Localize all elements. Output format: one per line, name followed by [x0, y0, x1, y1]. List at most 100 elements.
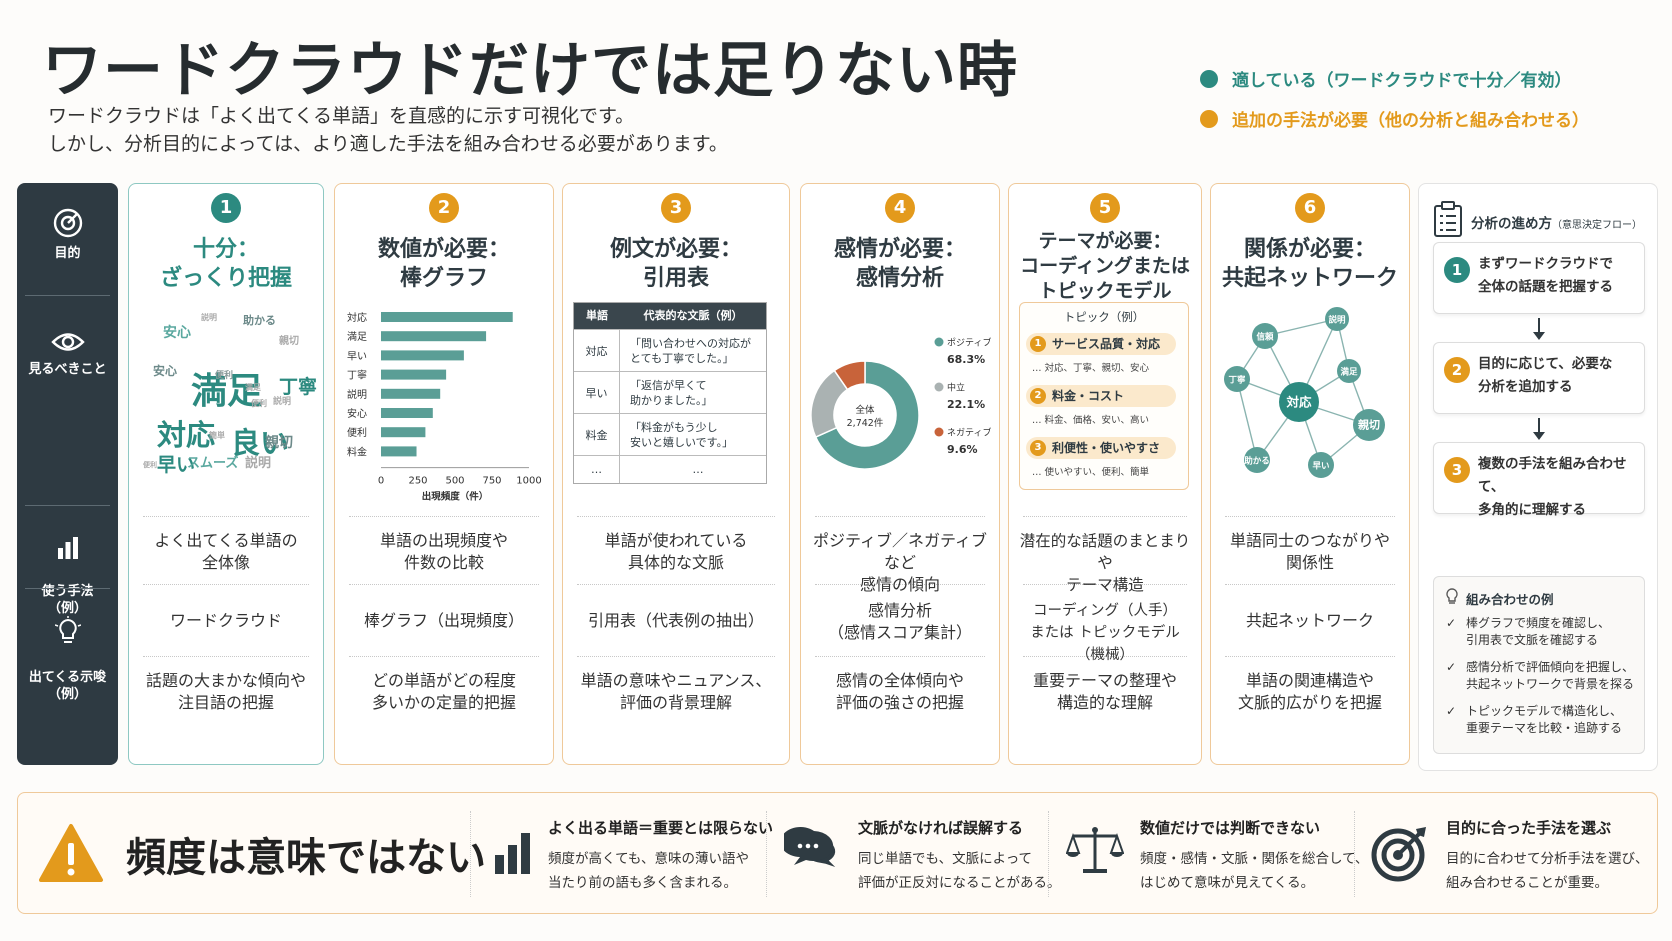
card-bar-chart: 2 数値が必要： 棒グラフ 対応 満足 早い 丁寧 説明 安心 便利 料金 0 250 500 750 10… — [334, 183, 554, 765]
flow-step-3: 3 複数の手法を組み合わせて、 多角的に理解する — [1433, 442, 1645, 518]
bar-chart-icon — [57, 537, 78, 559]
bar-x-tick: 750 — [482, 476, 501, 487]
pie-legend-dot — [934, 382, 944, 392]
decision-flow-panel: 分析の進め方（意思決定フロー） 1 まずワードクラウドで 全体の話題を把握する 2 目… — [1418, 183, 1658, 771]
network-node — [1224, 366, 1250, 392]
combo-item: ✓ 感情分析で評価傾向を把握し、 共起ネットワークで背景を探る — [1446, 660, 1635, 691]
network-node — [1244, 447, 1270, 473]
card-method-text: 感情分析 （感情スコア集計） — [827, 601, 972, 642]
network-node — [1353, 409, 1385, 441]
card-number-badge: 3 — [661, 193, 691, 223]
bar-category-label: 対応 — [347, 311, 367, 324]
network-node-label: 助かる — [1244, 456, 1270, 467]
bar-x-tick: 0 — [378, 476, 384, 487]
card-number-badge: 6 — [1295, 193, 1325, 223]
card-visual: 単語 代表的な文脈（例） 対応 「問い合わせへの対応が とても丁寧でした。」 早い 「返信… — [573, 302, 779, 532]
bar-category-label: 満足 — [347, 331, 367, 343]
card-look-text: 単語の出現頻度や 件数の比較 — [379, 531, 508, 572]
combination-examples: 組み合わせの例 ✓ 棒グラフで頻度を確認し、 引用表で文脈を確認する ✓ 感情分析で評… — [1433, 576, 1645, 754]
card-look-text: ポジティブ／ネガティブなど 感情の傾向 — [812, 531, 988, 594]
eye-icon — [50, 333, 85, 351]
network-node-label: 説明 — [1328, 315, 1346, 326]
table-cell-word: 料金 — [574, 414, 620, 455]
pie-legend-name: 中立 — [947, 382, 965, 394]
flow-title: 分析の進め方（意思決定フロー） — [1471, 216, 1642, 232]
quote-table: 単語 代表的な文脈（例） 対応 「問い合わせへの対応が とても丁寧でした。」 早い 「返信… — [573, 302, 767, 484]
topic-words: … 料金、価格、安い、高い — [1032, 415, 1150, 426]
wordcloud-word: 簡単 — [209, 431, 225, 440]
target-icon — [53, 208, 82, 238]
topic-pill: 3 利便性・使いやすさ — [1026, 437, 1176, 459]
table-header: 単語 — [586, 309, 608, 322]
card-number-badge: 4 — [885, 193, 915, 223]
legend-additional: 追加の手法が必要（他の分析と組み合わせる） — [1200, 106, 1589, 131]
card-insight-text: 重要テーマの整理や 構造的な理解 — [1032, 671, 1177, 712]
bar-2 — [381, 350, 464, 361]
card-visual: 対応 満足 早い 丁寧 説明 安心 便利 料金 0 250 500 750 1000 出現頻度（件） — [345, 302, 543, 532]
card-insight-text: 話題の大まかな傾向や 注目語の把握 — [145, 671, 306, 712]
bar-x-tick: 500 — [445, 476, 464, 487]
bar-6 — [381, 427, 426, 438]
pie-slice-0 — [814, 360, 920, 470]
card-visual: トピック（例） 1 サービス品質・対応 … 対応、丁寧、親切、安心 2 料金・コスト … 料… — [1019, 302, 1191, 532]
network-center-label: 対応 — [1285, 395, 1312, 410]
legend-suitable: 適している（ワードクラウドで十分／有効） — [1200, 66, 1572, 91]
sidebar-purpose: 目的 — [17, 207, 118, 262]
bar-category-label: 安心 — [347, 407, 367, 420]
card-method-text: コーディング（人手） または トピックモデル（機械） — [1030, 603, 1180, 663]
flow-step-1: 1 まずワードクラウドで 全体の話題を把握する — [1433, 242, 1645, 314]
table-cell-context: 「料金がもう少し 安いと嬉しいです。」 — [630, 420, 734, 449]
wordcloud-word: 早い — [157, 454, 196, 476]
pie-legend-dot — [934, 337, 944, 347]
topic-pill: 2 料金・コスト — [1026, 385, 1176, 407]
table-cell-context: … — [692, 463, 704, 476]
sentiment-donut: 全体2,742件 ポジティブ 68.3% 中立 22.1% ネガティブ 9.6% — [810, 337, 991, 470]
sidebar-what-to-look: 見るべきこと — [17, 329, 118, 378]
wordcloud-word: 親切 — [279, 336, 299, 347]
card-cooccurrence: 6 関係が必要： 共起ネットワーク 信頼 説明 満足 助かる 早い 親切 丁寧 対応 単語同士のつな… — [1210, 183, 1410, 765]
card-number-badge: 5 — [1090, 193, 1120, 223]
wordcloud-word: 丁寧 — [279, 376, 318, 398]
card-method-text: 棒グラフ（出現頻度） — [363, 611, 524, 630]
bar-x-label: 出現頻度（件） — [422, 491, 489, 503]
wordcloud-word: 満足 — [245, 383, 261, 392]
bar-x-tick: 1000 — [516, 476, 541, 487]
card-title: 数値が必要： 棒グラフ — [377, 237, 510, 291]
clipboard-icon — [1434, 201, 1462, 237]
card-title: 感情が必要： 感情分析 — [833, 237, 966, 291]
bar-4 — [381, 388, 441, 399]
network-node — [1325, 307, 1349, 331]
combo-item: ✓ トピックモデルで構造化し、 重要テーマを比較・追跡する — [1446, 704, 1623, 735]
card-sentiment: 4 感情が必要： 感情分析 全体 2,742件 ポジティブ 68.3% 中立 22.1% ネガテ… — [800, 183, 1000, 765]
card-number-badge: 2 — [429, 193, 459, 223]
target-icon — [1371, 827, 1426, 882]
flow-arrow — [1538, 418, 1540, 434]
wordcloud-word: 安心 — [163, 325, 191, 341]
topic-pill: 1 サービス品質・対応 — [1026, 333, 1176, 355]
card-sufficient: 1 十分： ざっくり把握 満足 対応 良い 丁寧 早い 安心 助かる 親切 スムーズ 便利 安心 説明 親切… — [128, 183, 324, 765]
network-node-label: 丁寧 — [1228, 375, 1246, 386]
check-icon: ✓ — [1446, 616, 1457, 630]
wordcloud-word: 説明 — [273, 397, 292, 407]
combo-title: 組み合わせの例 — [1466, 592, 1554, 607]
wordcloud-word: 満足 — [191, 371, 264, 412]
card-number-badge: 1 — [211, 193, 241, 223]
scales-icon — [1066, 827, 1124, 873]
bar-category-label: 丁寧 — [347, 369, 367, 382]
bar-category-label: 早い — [347, 350, 367, 362]
card-title: 十分： ざっくり把握 — [159, 237, 292, 291]
card-insight-text: どの単語がどの程度 多いかの定量的把握 — [371, 671, 516, 712]
flow-step-2: 2 目的に応じて、必要な 分析を追加する — [1433, 342, 1645, 414]
bar-1 — [381, 331, 487, 342]
bar-chart-icon — [495, 833, 530, 874]
pie-legend-name: ネガティブ — [947, 427, 991, 439]
table-cell-context: 「問い合わせへの対応が とても丁寧でした。」 — [630, 336, 751, 365]
bar-x-tick: 250 — [408, 476, 427, 487]
bar-category-label: 説明 — [347, 388, 367, 401]
pie-legend-value: 68.3% — [947, 353, 985, 366]
subtitle-line-1: ワードクラウドは「よく出てくる単語」を直感的に示す可視化です。 — [48, 105, 635, 127]
pie-legend-value: 9.6% — [947, 443, 978, 456]
pie-center-label: 全体 — [855, 404, 875, 416]
